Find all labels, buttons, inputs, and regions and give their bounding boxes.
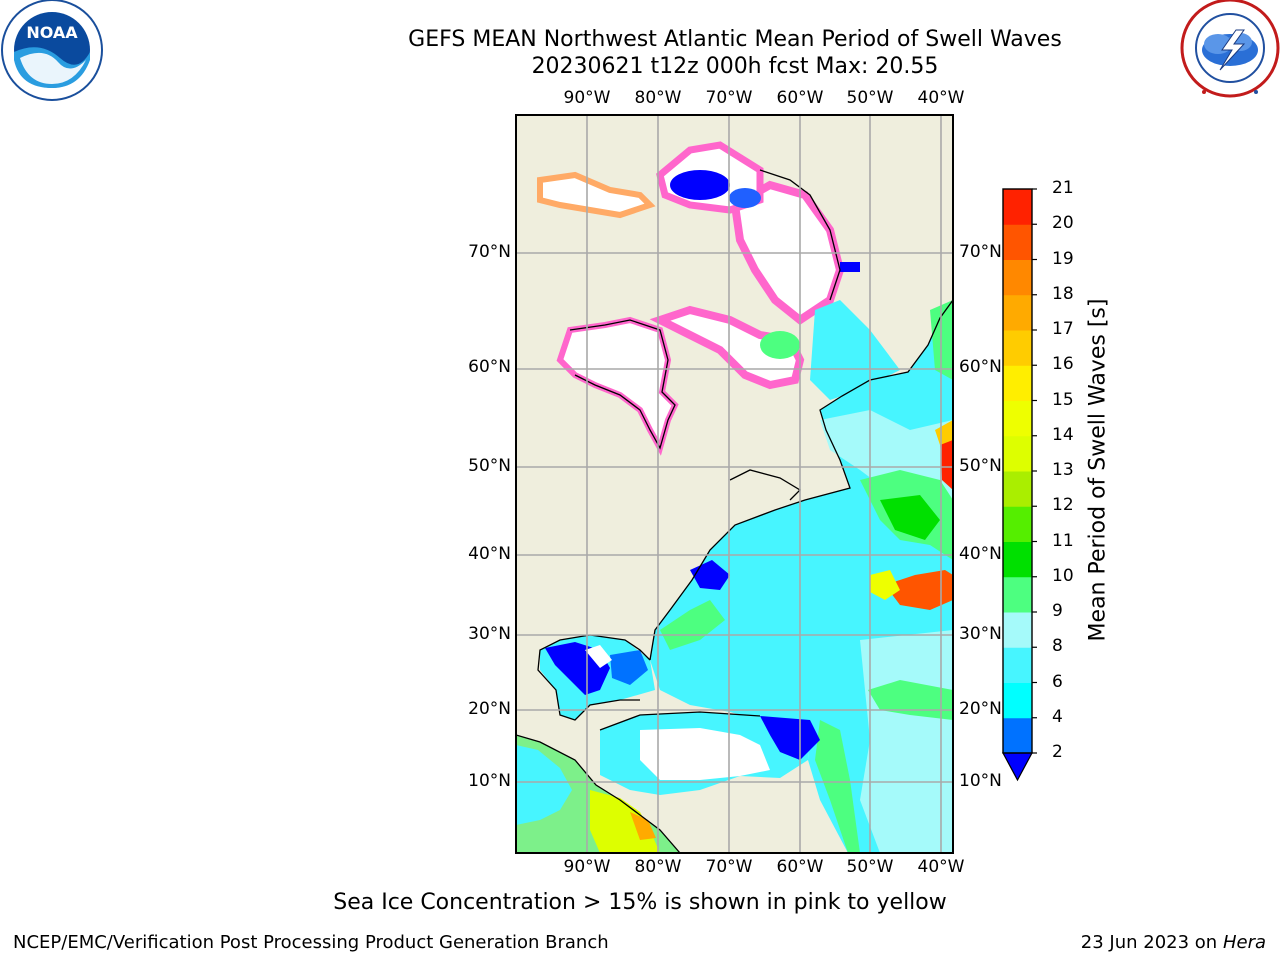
swell-band-green-stripe [815,720,860,853]
lat-label-right-40n: 40°N [959,544,1002,564]
colorbar-tick-label: 8 [1052,636,1063,657]
lon-label-bottom-50w: 50°W [846,857,894,877]
swell-band-green-2 [880,495,940,540]
pacific-inner [516,745,572,825]
greenland-strip [810,300,900,400]
colorbar-title: Mean Period of Swell Waves [s] [1085,298,1111,642]
lon-label-top-80w: 80°W [634,88,682,108]
colorbar-tick-label: 17 [1052,319,1074,339]
colorbar-segment [1003,435,1032,472]
blue-patch-arctic-2 [729,188,761,208]
colorbar-tick-label: 21 [1052,178,1074,198]
lat-label-right-20n: 20°N [959,699,1002,719]
coastlines [516,169,953,853]
colorbar-tick-label: 13 [1052,460,1074,480]
chart-title: GEFS MEAN Northwest Atlantic Mean Period… [408,27,1062,52]
blue-patch-greenland [840,262,860,272]
blue-patch-caribbean [760,716,820,760]
colorbar-tick-label: 4 [1052,706,1063,727]
colorbar-tick-label: 10 [1052,565,1074,586]
swell-hotspot-north [940,430,953,490]
lon-label-top-60w: 60°W [776,88,824,108]
swell-band-gulfstream [660,600,725,650]
lon-label-top-50w: 50°W [846,88,894,108]
lon-label-top-90w: 90°W [563,88,611,108]
colorbar-segment [1003,365,1032,401]
footer-date: 23 Jun 2023 on [1080,932,1218,953]
colorbar-segment [1003,330,1032,366]
colorbar-segment [1003,576,1032,613]
lon-label-bottom-90w: 90°W [563,857,611,877]
graticule [516,115,953,853]
colorbar-segment [1003,682,1032,719]
hudson-strait [649,305,805,390]
lat-label-right-60n: 60°N [959,357,1002,377]
colorbar-segment [1003,259,1032,296]
footer-timestamp: 23 Jun 2023 on Hera [1081,932,1266,953]
colorbar-tick-label: 12 [1052,495,1074,516]
footer-credit: NCEP/EMC/Verification Post Processing Pr… [13,932,609,953]
lat-label-left-10n: 10°N [468,771,511,791]
swell-hotspot-yellow [870,570,900,600]
colorbar-tick-label: 16 [1052,354,1074,375]
colorbar-segment [1003,224,1032,260]
lat-label-left-20n: 20°N [468,699,511,719]
lat-label-left-30n: 30°N [468,624,511,644]
lon-label-top-70w: 70°W [705,88,753,108]
colorbar-segment [1003,400,1032,437]
lat-label-left-60n: 60°N [468,357,511,377]
swell-hotspot-north-y [935,420,953,445]
colorbar-segment [1003,717,1032,754]
colorbar-tick-label: 6 [1052,671,1063,692]
colorbar-segment [1003,612,1032,648]
footer-host: Hera [1222,932,1266,953]
colorbar-tick-label: 20 [1052,213,1074,234]
colorbar-tick-label: 2 [1052,742,1063,762]
map-area [516,115,953,853]
colorbar-tick-label: 18 [1052,283,1074,304]
lon-label-bottom-40w: 40°W [917,857,965,877]
lat-label-right-10n: 10°N [959,771,1002,791]
colorbar-tick-label: 11 [1052,530,1074,551]
colorbar-segment [1003,471,1032,507]
arctic-channels-west [537,171,656,219]
colorbar-tick-label: 19 [1052,248,1074,269]
lat-label-right-70n: 70°N [959,242,1002,262]
lat-label-right-30n: 30°N [959,624,1002,644]
lat-label-left-40n: 40°N [468,544,511,564]
swell-band-8s-south [860,630,953,853]
lon-label-bottom-80w: 80°W [634,857,682,877]
blue-patch-arctic [670,170,730,200]
colorbar-segment [1003,541,1032,578]
swell-hotspot-red [885,570,953,610]
lon-label-bottom-70w: 70°W [705,857,753,877]
lon-label-bottom-60w: 60°W [776,857,824,877]
colorbar-tick-label: 15 [1052,389,1074,410]
colorbar [1001,188,1037,782]
lon-label-top-40w: 40°W [917,88,965,108]
colorbar-segment [1003,294,1032,331]
green-patch-labrador [760,331,800,359]
pacific-orange [630,812,656,840]
white-patch-caribbean [640,728,770,780]
colorbar-segment [1003,506,1032,542]
chart-subtitle: 20230621 t12z 000h fcst Max: 20.55 [531,54,939,79]
colorbar-segment [1003,189,1032,225]
white-patch-gulf [585,645,612,668]
lat-label-left-50n: 50°N [468,456,511,476]
map-frame [515,114,954,854]
colorbar-segment [1003,647,1032,683]
lat-label-right-50n: 50°N [959,456,1002,476]
colorbar-tick-label: 9 [1052,601,1063,621]
blue-patch-gulf-2 [610,650,648,685]
colorbar-tick-label: 14 [1052,424,1074,445]
lat-label-left-70n: 70°N [468,242,511,262]
sea-ice-caption: Sea Ice Concentration > 15% is shown in … [333,890,947,915]
